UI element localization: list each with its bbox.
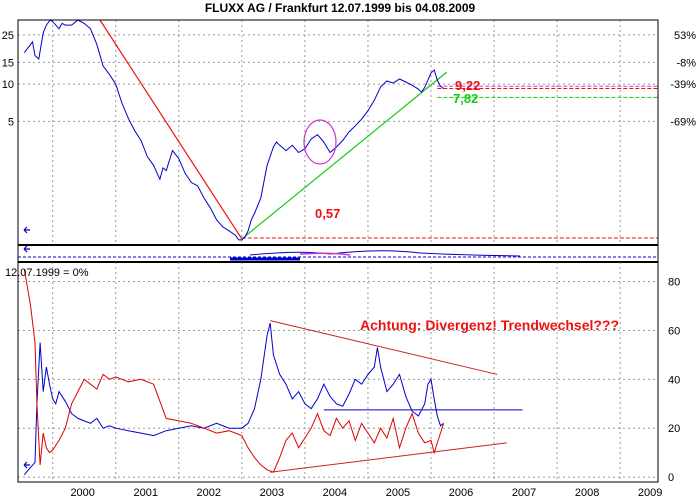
oscillator-grid <box>18 262 658 482</box>
x-tick-label: 2001 <box>133 487 157 499</box>
oscillator-right-tick-label: 80 <box>668 277 680 289</box>
price-panel: 25 15 10 5 53% -8% -39% -69% 9,22 7,82 0,57 <box>2 19 696 246</box>
oscillator-right-tick-label: 20 <box>668 423 680 435</box>
x-tick-label: 2008 <box>575 487 599 499</box>
oscillator-right-tick-label: 60 <box>668 325 680 337</box>
annotation-price-current: 9,22 <box>455 78 480 93</box>
volume-strip <box>17 244 659 263</box>
x-tick-label: 2009 <box>638 487 662 499</box>
divergence-annotation: Achtung: Divergenz! Trendwechsel??? <box>360 317 619 333</box>
oscillator-line <box>23 322 444 476</box>
x-tick-label: 2007 <box>512 487 536 499</box>
oscillator-right-tick-label: 0 <box>668 472 674 484</box>
price-reference-lines <box>241 85 658 239</box>
oscillator-trend-lines <box>270 320 523 473</box>
price-right-tick-label: -8% <box>676 57 696 69</box>
x-tick-label: 2005 <box>386 487 410 499</box>
oscillator-panel: 80 60 40 20 0 12.07.1999 = 0% Achtung: Diver… <box>5 261 680 485</box>
x-tick-label: 2006 <box>449 487 473 499</box>
oscillator-frame <box>17 261 659 483</box>
price-tick-labels: 25 15 10 5 53% -8% -39% -69% <box>2 30 696 128</box>
oscillator-right-tick-label: 40 <box>668 374 680 386</box>
price-trend-lines <box>99 19 448 240</box>
oscillator-trend-line <box>270 442 507 473</box>
x-tick-label: 2004 <box>323 487 347 499</box>
price-series <box>23 19 444 241</box>
price-left-tick-label: 15 <box>2 57 14 69</box>
axis-arrows <box>23 226 30 469</box>
price-right-tick-label: -69% <box>670 116 696 128</box>
price-right-tick-label: 53% <box>674 30 696 42</box>
annotation-support: 7,82 <box>453 91 478 106</box>
chart-title: FLUXX AG / Frankfurt 12.07.1999 bis 04.0… <box>205 1 476 15</box>
price-right-tick-label: -39% <box>670 79 696 91</box>
price-left-tick-label: 10 <box>2 79 14 91</box>
x-tick-label: 2002 <box>197 487 221 499</box>
oscillator-legend-text: 12.07.1999 = 0% <box>5 267 89 279</box>
oscillator-trend-line <box>270 320 498 375</box>
highlight-circle <box>303 119 337 165</box>
x-axis-tick-labels: 2000 2001 2002 2003 2004 2005 2006 2007 2008 2009 <box>70 487 662 499</box>
x-tick-label: 2000 <box>70 487 94 499</box>
annotation-low: 0,57 <box>315 206 340 221</box>
price-line <box>23 19 444 241</box>
price-left-tick-label: 25 <box>2 30 14 42</box>
x-tick-label: 2003 <box>260 487 284 499</box>
oscillator-series <box>23 269 445 476</box>
price-left-tick-label: 5 <box>8 116 14 128</box>
price-grid <box>18 20 658 245</box>
price-trend-line <box>99 19 243 240</box>
oscillator-line <box>23 269 445 473</box>
price-trend-line <box>241 71 448 240</box>
oscillator-tick-labels: 80 60 40 20 0 <box>668 277 680 485</box>
